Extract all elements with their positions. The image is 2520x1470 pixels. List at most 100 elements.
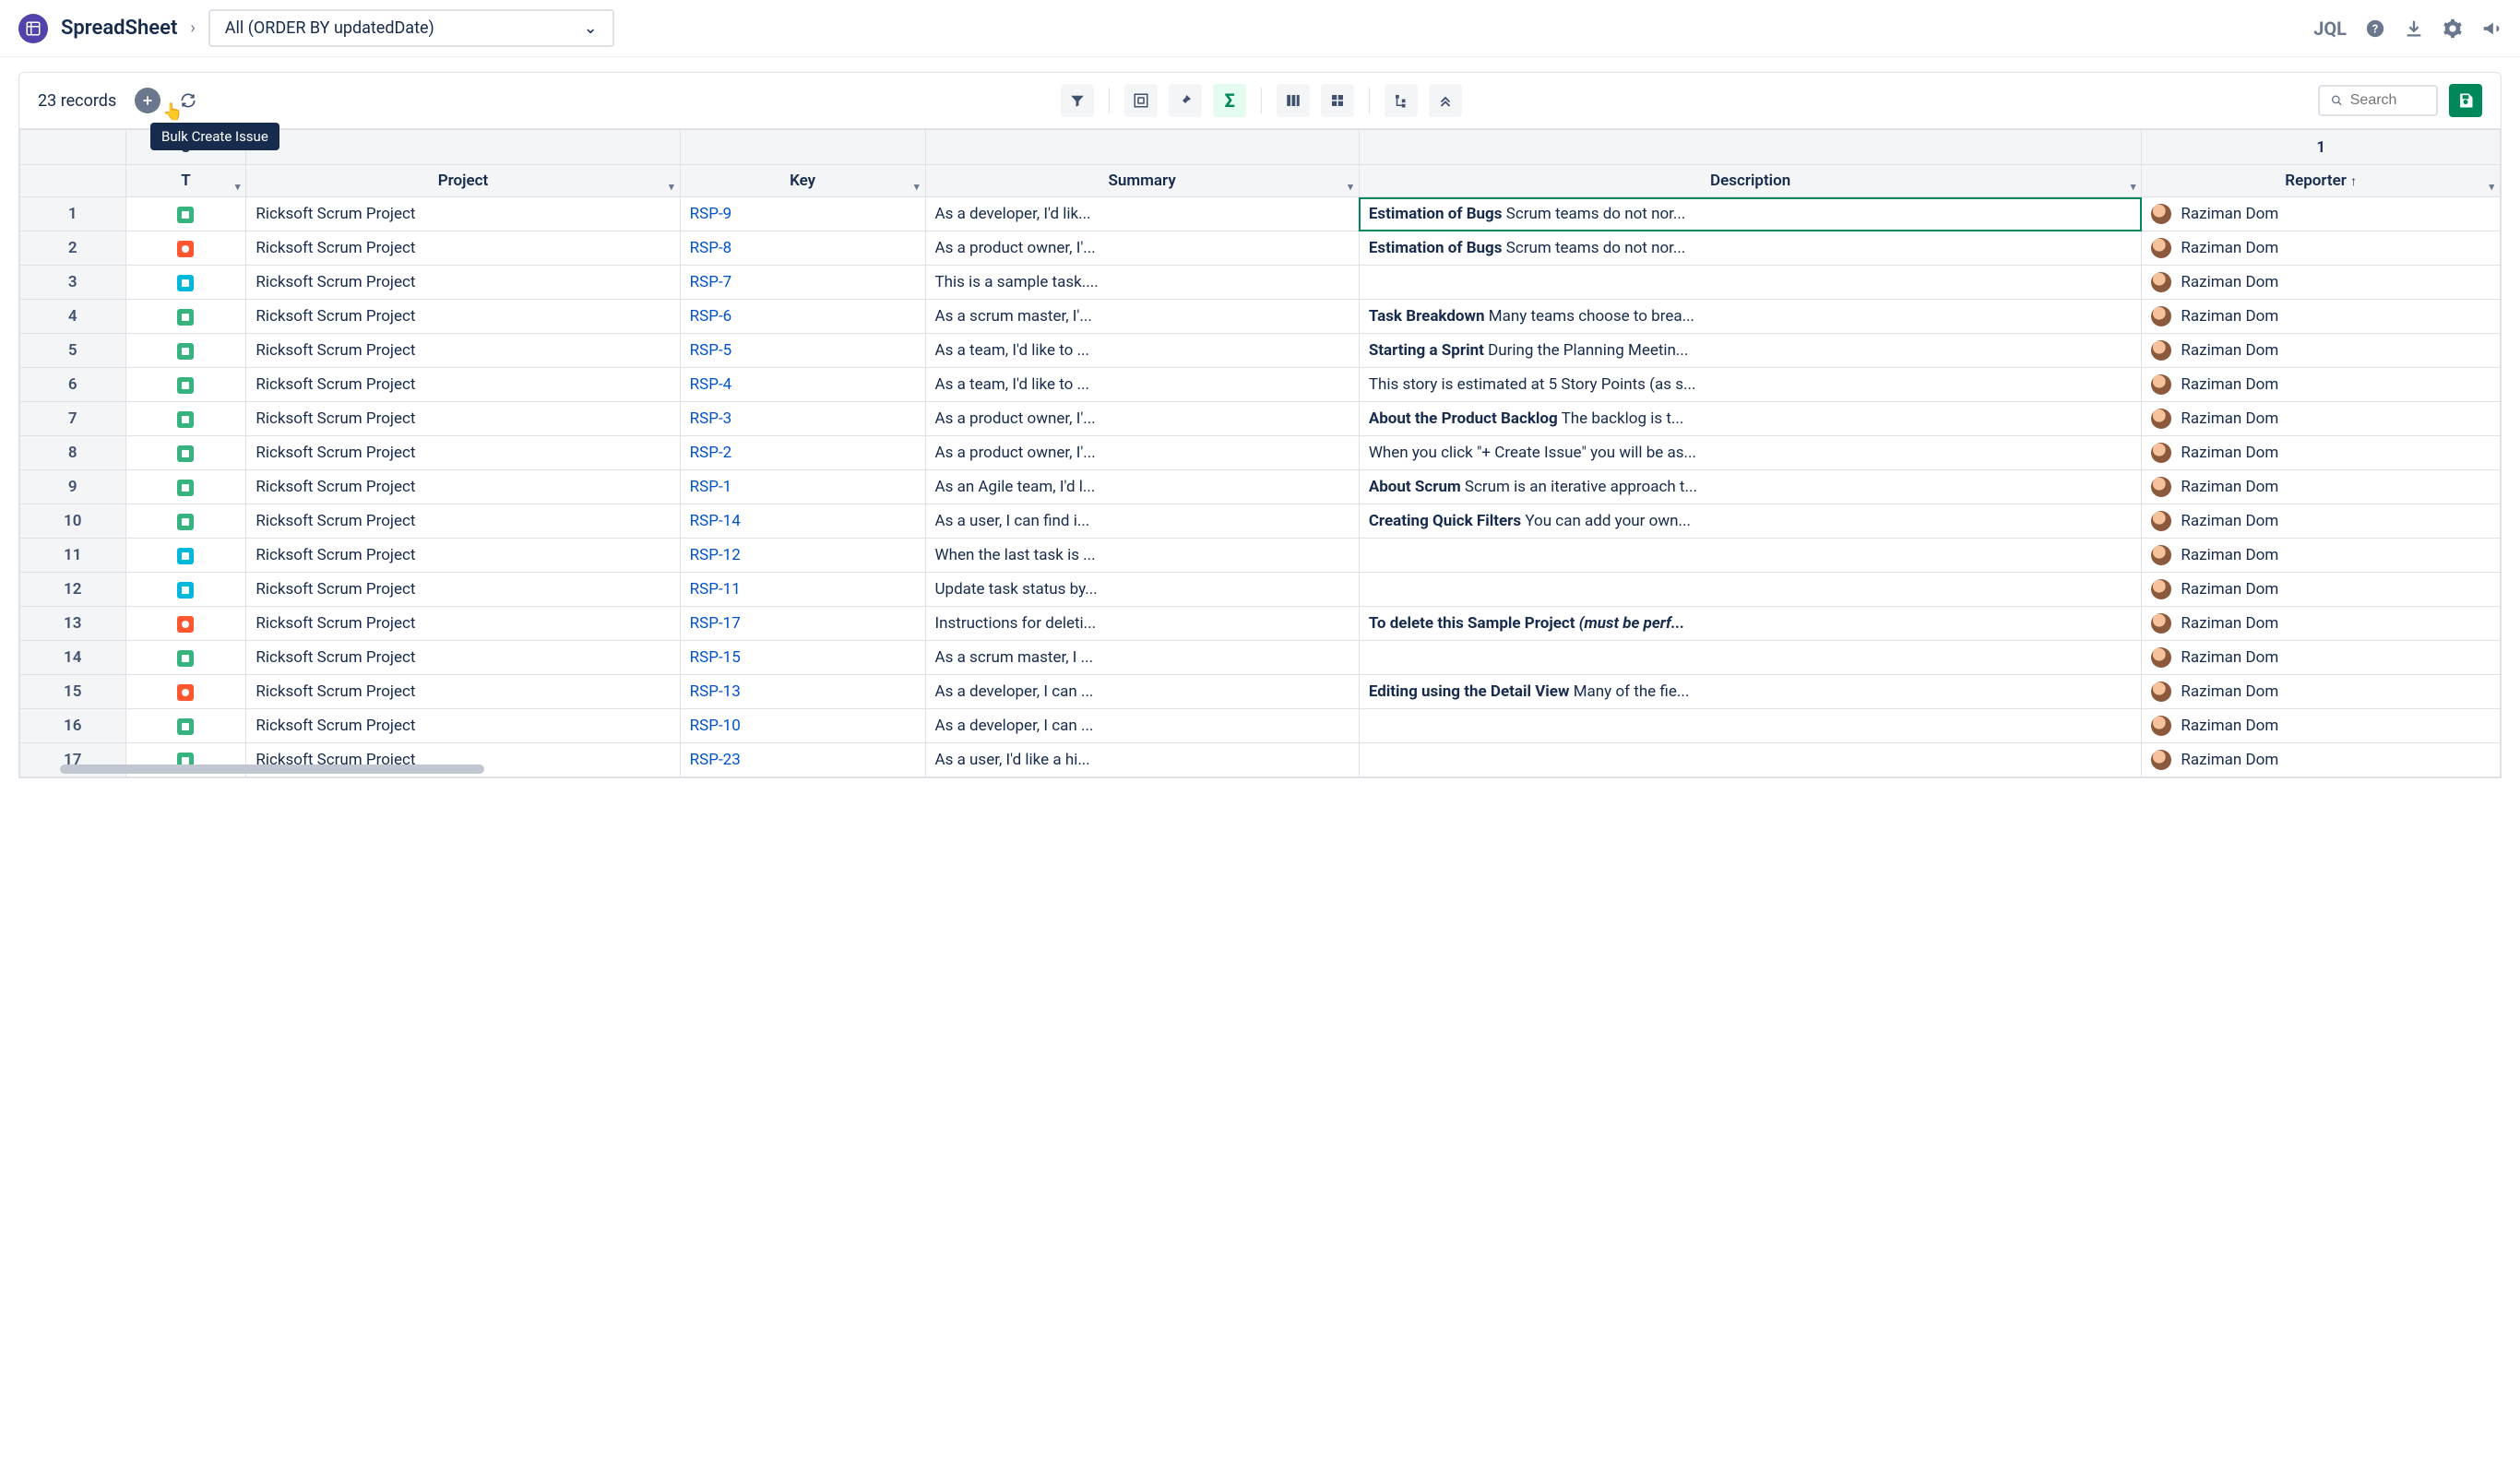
reporter-cell[interactable]: Raziman Dom — [2142, 504, 2501, 539]
key-cell[interactable]: RSP-10 — [680, 709, 925, 743]
chevron-down-icon[interactable]: ▾ — [235, 181, 241, 193]
type-cell[interactable] — [125, 402, 246, 436]
reporter-cell[interactable]: Raziman Dom — [2142, 368, 2501, 402]
download-icon[interactable] — [2404, 18, 2424, 39]
row-number[interactable]: 16 — [20, 709, 126, 743]
add-button[interactable] — [135, 88, 160, 113]
issue-key-link[interactable]: RSP-12 — [690, 546, 741, 564]
key-cell[interactable]: RSP-4 — [680, 368, 925, 402]
table-row[interactable]: 10Ricksoft Scrum ProjectRSP-14As a user,… — [20, 504, 2501, 539]
key-cell[interactable]: RSP-17 — [680, 607, 925, 641]
summary-cell[interactable]: As an Agile team, I'd l... — [925, 470, 1359, 504]
project-cell[interactable]: Ricksoft Scrum Project — [246, 709, 680, 743]
table-row[interactable]: 6 Ricksoft Scrum ProjectRSP-4As a team, I… — [20, 368, 2501, 402]
issue-key-link[interactable]: RSP-7 — [690, 273, 732, 291]
project-cell[interactable]: Ricksoft Scrum Project — [246, 231, 680, 266]
description-cell[interactable]: About Scrum Scrum is an iterative approa… — [1359, 470, 2142, 504]
type-cell[interactable] — [125, 709, 246, 743]
type-cell[interactable] — [125, 573, 246, 607]
description-cell[interactable] — [1359, 573, 2142, 607]
col-type[interactable]: T▾ — [125, 165, 246, 197]
project-cell[interactable]: Ricksoft Scrum Project — [246, 266, 680, 300]
description-cell[interactable] — [1359, 266, 2142, 300]
row-number[interactable]: 15 — [20, 675, 126, 709]
row-number[interactable]: 6 — [20, 368, 126, 402]
type-cell[interactable] — [125, 470, 246, 504]
table-row[interactable]: 7Ricksoft Scrum ProjectRSP-3As a product… — [20, 402, 2501, 436]
issue-key-link[interactable]: RSP-11 — [690, 580, 741, 599]
filter-dropdown[interactable]: All (ORDER BY updatedDate) ⌄ — [208, 9, 614, 47]
reporter-cell[interactable]: Raziman Dom — [2142, 436, 2501, 470]
reporter-cell[interactable]: Raziman Dom — [2142, 402, 2501, 436]
summary-cell[interactable]: As a developer, I'd lik... — [925, 197, 1359, 231]
row-number[interactable]: 2 — [20, 231, 126, 266]
row-number[interactable]: 8 — [20, 436, 126, 470]
summary-cell[interactable]: As a scrum master, I'... — [925, 300, 1359, 334]
key-cell[interactable]: RSP-2 — [680, 436, 925, 470]
collapse-button[interactable] — [1429, 84, 1462, 117]
type-cell[interactable] — [125, 334, 246, 368]
summary-cell[interactable]: As a developer, I can ... — [925, 675, 1359, 709]
type-cell[interactable] — [125, 266, 246, 300]
type-cell[interactable] — [125, 197, 246, 231]
type-cell[interactable] — [125, 300, 246, 334]
type-cell[interactable] — [125, 675, 246, 709]
sigma-button[interactable]: Σ — [1213, 84, 1246, 117]
type-cell[interactable] — [125, 607, 246, 641]
summary-cell[interactable]: As a user, I can find i... — [925, 504, 1359, 539]
project-cell[interactable]: Ricksoft Scrum Project — [246, 197, 680, 231]
type-cell[interactable] — [125, 539, 246, 573]
issue-key-link[interactable]: RSP-17 — [690, 614, 741, 633]
row-number[interactable]: 9 — [20, 470, 126, 504]
summary-cell[interactable]: Instructions for deleti... — [925, 607, 1359, 641]
type-cell[interactable] — [125, 368, 246, 402]
description-cell[interactable]: Estimation of Bugs Scrum teams do not no… — [1359, 197, 2142, 231]
summary-cell[interactable]: As a scrum master, I ... — [925, 641, 1359, 675]
description-cell[interactable]: About the Product Backlog The backlog is… — [1359, 402, 2142, 436]
table-row[interactable]: 2Ricksoft Scrum ProjectRSP-8As a product… — [20, 231, 2501, 266]
chevron-down-icon[interactable]: ▾ — [669, 181, 674, 193]
summary-cell[interactable]: As a developer, I can ... — [925, 709, 1359, 743]
key-cell[interactable]: RSP-8 — [680, 231, 925, 266]
col-key[interactable]: Key▾ — [680, 165, 925, 197]
chevron-down-icon[interactable]: ▾ — [1348, 181, 1353, 193]
col-project[interactable]: Project▾ — [246, 165, 680, 197]
table-row[interactable]: 15 Ricksoft Scrum ProjectRSP-13As a devel… — [20, 675, 2501, 709]
key-cell[interactable]: RSP-5 — [680, 334, 925, 368]
key-cell[interactable]: RSP-12 — [680, 539, 925, 573]
project-cell[interactable]: Ricksoft Scrum Project — [246, 573, 680, 607]
description-cell[interactable] — [1359, 743, 2142, 777]
project-cell[interactable]: Ricksoft Scrum Project — [246, 539, 680, 573]
key-cell[interactable]: RSP-13 — [680, 675, 925, 709]
row-number[interactable]: 10 — [20, 504, 126, 539]
description-cell[interactable]: To delete this Sample Project (must be p… — [1359, 607, 2142, 641]
project-cell[interactable]: Ricksoft Scrum Project — [246, 368, 680, 402]
key-cell[interactable]: RSP-1 — [680, 470, 925, 504]
project-cell[interactable]: Ricksoft Scrum Project — [246, 504, 680, 539]
reporter-cell[interactable]: Raziman Dom — [2142, 266, 2501, 300]
reporter-cell[interactable]: Raziman Dom — [2142, 743, 2501, 777]
table-row[interactable]: 11Ricksoft Scrum ProjectRSP-12When the l… — [20, 539, 2501, 573]
summary-cell[interactable]: As a user, I'd like a hi... — [925, 743, 1359, 777]
key-cell[interactable]: RSP-7 — [680, 266, 925, 300]
issue-key-link[interactable]: RSP-3 — [690, 409, 732, 428]
row-number[interactable]: 5 — [20, 334, 126, 368]
reporter-cell[interactable]: Raziman Dom — [2142, 709, 2501, 743]
refresh-button[interactable] — [172, 84, 205, 117]
col-reporter[interactable]: Reporter ↑▾ — [2142, 165, 2501, 197]
issue-key-link[interactable]: RSP-23 — [690, 751, 741, 769]
project-cell[interactable]: Ricksoft Scrum Project — [246, 402, 680, 436]
project-cell[interactable]: Ricksoft Scrum Project — [246, 607, 680, 641]
issue-key-link[interactable]: RSP-10 — [690, 717, 741, 735]
summary-cell[interactable]: As a team, I'd like to ... — [925, 368, 1359, 402]
table-row[interactable]: 1Ricksoft Scrum ProjectRSP-9As a develop… — [20, 197, 2501, 231]
summary-cell[interactable]: As a product owner, I'... — [925, 402, 1359, 436]
type-cell[interactable] — [125, 436, 246, 470]
project-cell[interactable]: Ricksoft Scrum Project — [246, 470, 680, 504]
issue-key-link[interactable]: RSP-9 — [690, 205, 732, 223]
issue-key-link[interactable]: RSP-6 — [690, 307, 732, 326]
project-cell[interactable]: Ricksoft Scrum Project — [246, 675, 680, 709]
key-cell[interactable]: RSP-11 — [680, 573, 925, 607]
col-description[interactable]: Description▾ — [1359, 165, 2142, 197]
row-number[interactable]: 11 — [20, 539, 126, 573]
